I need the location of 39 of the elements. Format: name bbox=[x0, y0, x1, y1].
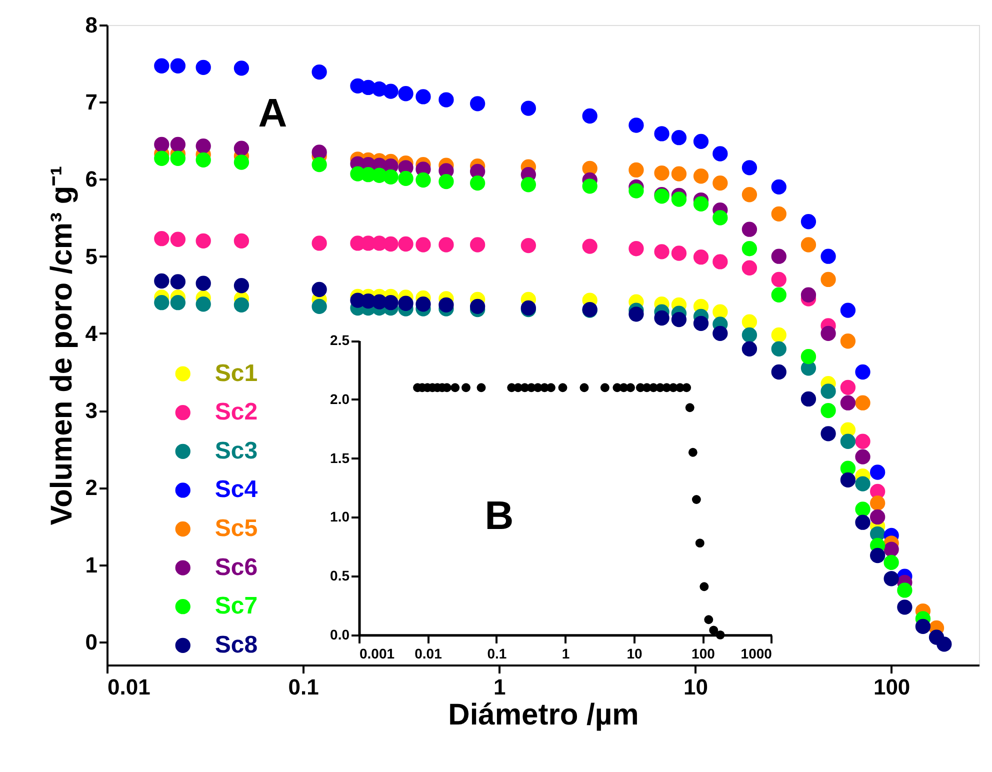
y-tick-label: 5 bbox=[85, 244, 98, 269]
y-tick-label: 2 bbox=[85, 475, 98, 500]
legend-label: Sc4 bbox=[214, 476, 258, 504]
y-tick-label: 1.0 bbox=[330, 508, 350, 525]
x-tick-label: 100 bbox=[873, 674, 910, 700]
x-axis-title: Diámetro /µm bbox=[448, 698, 639, 732]
y-tick-label: 0.5 bbox=[330, 568, 350, 584]
y-tick-label: 0.0 bbox=[330, 626, 350, 642]
x-tick-label: 0.01 bbox=[108, 674, 150, 700]
annotation: B bbox=[484, 494, 514, 538]
y-tick-label: 3 bbox=[85, 398, 98, 424]
x-tick-label: 10 bbox=[626, 645, 642, 662]
annotation: A bbox=[258, 92, 288, 136]
x-tick-label: 1 bbox=[562, 645, 570, 662]
x-tick-label: 10 bbox=[684, 674, 708, 700]
x-tick-label: 1 bbox=[494, 674, 506, 700]
legend-label: Sc3 bbox=[214, 437, 258, 464]
legend-label: Sc2 bbox=[214, 398, 258, 426]
legend-label: Sc8 bbox=[214, 631, 258, 658]
y-tick-label: 2.5 bbox=[330, 332, 350, 348]
legend-label: Sc1 bbox=[214, 360, 258, 387]
y-tick-label: 6 bbox=[85, 166, 98, 192]
y-tick-label: 1 bbox=[85, 552, 98, 578]
legend-label: Sc7 bbox=[214, 592, 258, 620]
legend-label: Sc6 bbox=[214, 554, 258, 581]
x-tick-label: 0.001 bbox=[360, 645, 395, 662]
x-tick-label: 100 bbox=[692, 645, 716, 662]
y-axis-title: Volumen de poro /cm³ g⁻¹ bbox=[45, 166, 78, 526]
y-tick-label: 8 bbox=[85, 12, 98, 38]
y-tick-label: 2.0 bbox=[330, 390, 350, 407]
y-tick-label: 7 bbox=[85, 90, 98, 115]
x-tick-label: 0.1 bbox=[487, 645, 507, 662]
legend-label: Sc5 bbox=[214, 515, 258, 542]
x-tick-label: 0.01 bbox=[414, 645, 442, 662]
x-tick-label: 1000 bbox=[740, 645, 772, 662]
y-tick-label: 0 bbox=[85, 629, 98, 654]
y-tick-label: 4 bbox=[85, 320, 98, 346]
x-tick-label: 0.1 bbox=[288, 674, 319, 700]
y-tick-label: 1.5 bbox=[330, 450, 350, 466]
